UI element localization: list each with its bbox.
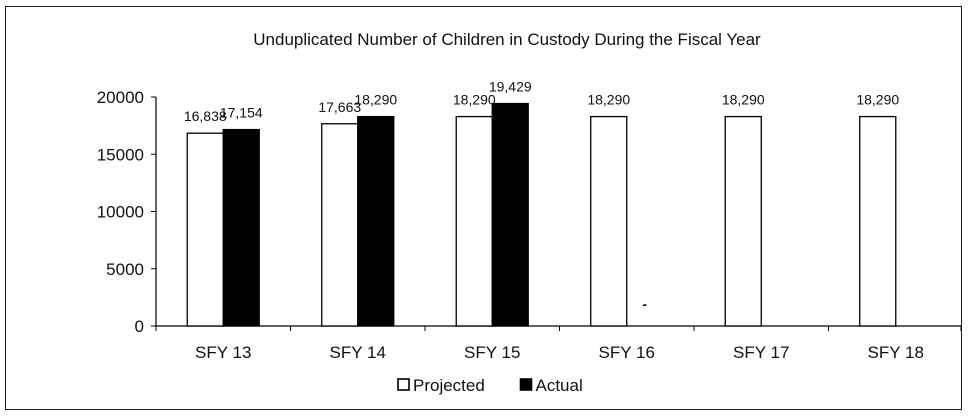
bar-projected [859, 115, 897, 327]
x-tick-label: SFY 18 [868, 343, 924, 362]
data-label-actual: 17,154 [220, 105, 263, 121]
bar-actual [491, 102, 529, 327]
data-label-projected: 18,290 [856, 92, 899, 108]
x-tick-label: SFY 14 [330, 343, 386, 362]
x-tick-label: SFY 13 [195, 343, 251, 362]
bar-actual [222, 128, 260, 327]
legend-swatch-actual [519, 378, 533, 391]
data-label-projected: 18,290 [587, 92, 630, 108]
chart-frame: Unduplicated Number of Children in Custo… [5, 6, 962, 410]
bar-projected [455, 115, 493, 327]
y-tick-label: 0 [135, 317, 144, 336]
x-tick-label: SFY 15 [464, 343, 520, 362]
chart-title: Unduplicated Number of Children in Custo… [253, 30, 761, 49]
bar-projected [186, 132, 224, 327]
data-label-projected: 16,838 [184, 108, 227, 124]
y-tick-label: 20000 [97, 88, 144, 107]
y-tick-label: 15000 [97, 145, 144, 164]
axes: 0 5000 10000 15000 20000 SFY 13 SFY 14 SFY 15 SF… [97, 88, 962, 362]
x-tick-label: SFY 17 [733, 343, 789, 362]
bar-projected [590, 115, 628, 327]
legend-label-actual: Actual [536, 376, 583, 395]
data-label-projected: 18,290 [453, 92, 496, 108]
bar-actual [357, 115, 395, 327]
bar-chart: Unduplicated Number of Children in Custo… [97, 30, 962, 395]
y-tick-label: 10000 [97, 203, 144, 222]
legend-swatch-projected [397, 378, 410, 391]
legend-label-projected: Projected [413, 376, 485, 395]
data-label-projected: 17,663 [318, 99, 361, 115]
legend: Projected Actual [397, 376, 583, 395]
x-tick-label: SFY 16 [599, 343, 655, 362]
bar-projected [321, 123, 359, 327]
data-label-actual: 18,290 [354, 92, 397, 108]
data-label-actual: - [642, 296, 647, 312]
y-tick-label: 5000 [106, 260, 144, 279]
bar-projected [724, 115, 762, 327]
bars [186, 102, 897, 327]
data-label-projected: 18,290 [722, 92, 765, 108]
data-label-actual: 19,429 [489, 79, 532, 95]
